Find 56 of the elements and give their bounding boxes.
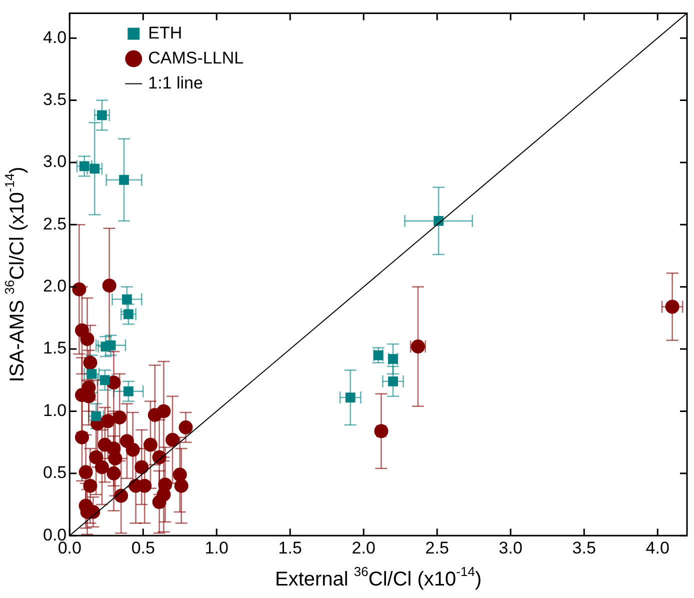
point	[86, 368, 97, 379]
point	[100, 342, 111, 352]
y-tick-label: 2.0	[42, 276, 67, 296]
point	[83, 478, 98, 493]
point	[114, 488, 128, 503]
x-tick-label: 2.0	[352, 538, 376, 558]
point	[100, 414, 115, 428]
point	[119, 174, 129, 185]
x-tick-label: 1.5	[278, 538, 302, 558]
y-tick-label: 3.5	[42, 90, 67, 109]
point	[80, 332, 94, 346]
point	[78, 465, 93, 480]
point	[134, 460, 149, 474]
point	[172, 468, 187, 482]
point	[112, 410, 127, 424]
x-tick-label: 2.5	[425, 538, 449, 558]
point	[388, 376, 398, 386]
point	[143, 438, 158, 452]
x-tick-label: 3.0	[498, 538, 522, 558]
point	[123, 309, 134, 320]
point	[122, 294, 132, 304]
point	[123, 386, 134, 396]
point	[345, 392, 356, 402]
point	[178, 420, 193, 434]
y-tick-label: 1.0	[42, 400, 67, 420]
point	[89, 450, 104, 464]
legend-label: 1:1 line	[148, 73, 203, 92]
point	[79, 161, 90, 172]
point	[166, 432, 180, 447]
point	[152, 495, 166, 510]
point	[665, 300, 680, 314]
y-tick-label: 2.5	[42, 214, 67, 234]
y-axis-title: ISA-AMS 36Cl/Cl (x10-14)	[2, 166, 29, 382]
point	[102, 278, 116, 293]
y-tick-label: 4.0	[42, 28, 67, 47]
y-tick-label: 3.0	[42, 152, 67, 172]
legend-label: ETH	[148, 23, 182, 42]
x-tick-label: 3.5	[572, 538, 596, 558]
point	[106, 466, 121, 480]
x-tick-label: 0.5	[131, 538, 155, 558]
y-tick-label: 1.5	[42, 338, 67, 358]
point	[97, 110, 107, 120]
point	[94, 460, 109, 474]
y-tick-label: 0.5	[42, 463, 67, 482]
point	[91, 411, 102, 422]
legend-label: CAMS-LLNL	[148, 48, 244, 68]
point	[72, 282, 86, 296]
point	[152, 450, 166, 464]
point	[108, 451, 122, 466]
x-tick-label: 1.0	[204, 538, 228, 558]
point	[156, 404, 171, 418]
point	[74, 430, 89, 444]
point	[174, 478, 188, 493]
point	[90, 164, 100, 174]
point	[100, 375, 110, 386]
x-tick-label: 4.0	[646, 538, 670, 558]
